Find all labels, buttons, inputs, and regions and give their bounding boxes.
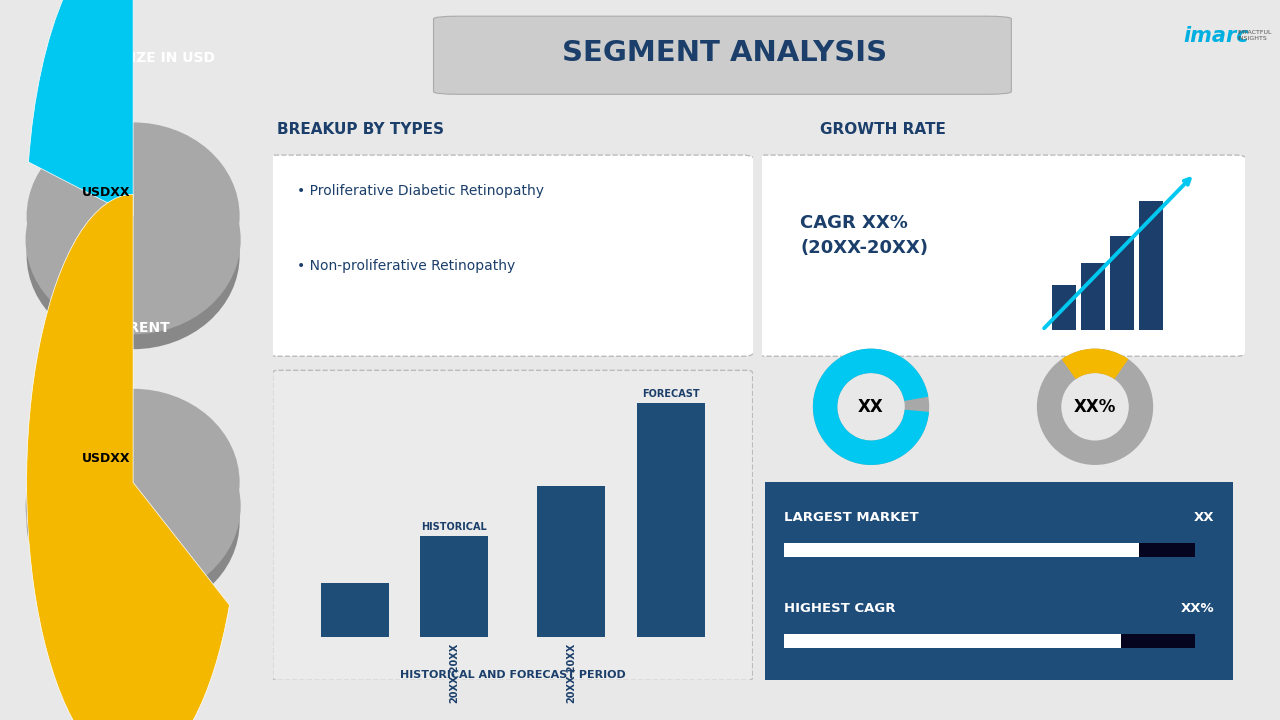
Ellipse shape [27, 122, 239, 310]
Bar [420, 536, 488, 637]
Ellipse shape [27, 428, 239, 616]
Text: FORECAST: FORECAST [92, 601, 174, 616]
Text: HIGHEST CAGR: HIGHEST CAGR [785, 602, 896, 615]
Wedge shape [1037, 348, 1153, 465]
Text: 20XX-20XX: 20XX-20XX [449, 642, 460, 703]
FancyBboxPatch shape [754, 155, 1248, 356]
Wedge shape [1061, 348, 1129, 379]
Bar [1110, 236, 1134, 330]
Text: BREAKUP BY TYPES: BREAKUP BY TYPES [278, 122, 444, 137]
Ellipse shape [27, 389, 239, 576]
Text: IMPACTFUL
INSIGHTS: IMPACTFUL INSIGHTS [1238, 30, 1272, 41]
Ellipse shape [26, 412, 241, 600]
Text: HISTORICAL AND FORECAST PERIOD: HISTORICAL AND FORECAST PERIOD [399, 670, 626, 680]
Text: XX: XX [858, 397, 884, 415]
Text: • Non-proliferative Retinopathy: • Non-proliferative Retinopathy [297, 258, 515, 273]
Bar [636, 403, 704, 637]
Text: USDXX: USDXX [82, 186, 131, 199]
Wedge shape [813, 348, 929, 465]
FancyBboxPatch shape [434, 16, 1011, 94]
Text: FORECAST: FORECAST [641, 389, 699, 399]
Text: GROWTH RATE: GROWTH RATE [819, 122, 946, 137]
Text: XX: XX [1193, 510, 1213, 524]
Text: HISTORICAL: HISTORICAL [421, 522, 486, 532]
Bar [785, 634, 1120, 648]
Text: imarc: imarc [1184, 26, 1249, 45]
FancyBboxPatch shape [746, 474, 1252, 688]
Bar [1080, 263, 1105, 330]
Bar [1052, 285, 1076, 330]
Text: XX%: XX% [1180, 602, 1213, 615]
Text: 20XX-20XX: 20XX-20XX [566, 642, 576, 703]
Text: CAGR XX%
(20XX-20XX): CAGR XX% (20XX-20XX) [800, 215, 928, 257]
Text: CURRENT: CURRENT [96, 320, 170, 335]
Bar [320, 583, 389, 637]
Text: MARKET SIZE IN USD: MARKET SIZE IN USD [51, 50, 215, 65]
Ellipse shape [26, 145, 241, 334]
Wedge shape [27, 194, 229, 720]
Ellipse shape [27, 162, 239, 349]
Bar [1139, 543, 1196, 557]
Text: • Proliferative Diabetic Retinopathy: • Proliferative Diabetic Retinopathy [297, 184, 544, 198]
Bar [538, 486, 605, 637]
FancyBboxPatch shape [273, 370, 753, 680]
Wedge shape [28, 0, 133, 216]
Wedge shape [813, 348, 929, 465]
Bar [1139, 201, 1164, 330]
Text: XX%: XX% [1074, 397, 1116, 415]
Bar [785, 543, 1139, 557]
Text: USDXX: USDXX [82, 452, 131, 466]
Bar [1120, 634, 1196, 648]
Text: LARGEST MARKET: LARGEST MARKET [785, 510, 919, 524]
Text: SEGMENT ANALYSIS: SEGMENT ANALYSIS [562, 39, 887, 67]
FancyBboxPatch shape [265, 155, 755, 356]
